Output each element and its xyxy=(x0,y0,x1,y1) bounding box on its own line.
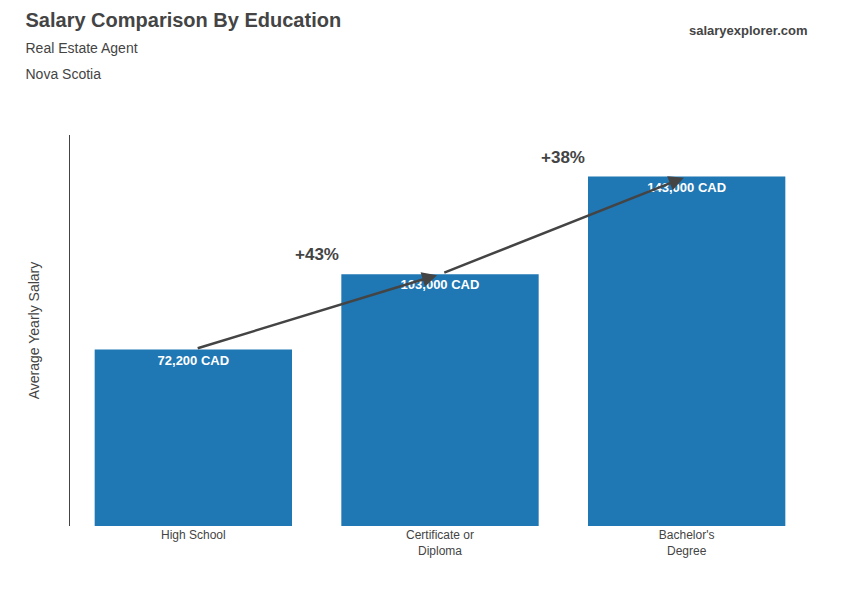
svg-text:Average Yearly Salary: Average Yearly Salary xyxy=(26,262,42,400)
svg-text:+43%: +43% xyxy=(295,245,339,264)
svg-text:143,000 CAD: 143,000 CAD xyxy=(647,180,726,195)
svg-text:Certificate orDiploma: Certificate orDiploma xyxy=(406,528,474,558)
svg-text:Bachelor'sDegree: Bachelor'sDegree xyxy=(659,528,715,558)
svg-text:72,200 CAD: 72,200 CAD xyxy=(158,353,230,368)
svg-text:Salary Comparison By Education: Salary Comparison By EducationReal Estat… xyxy=(26,9,342,82)
svg-text:High School: High School xyxy=(161,528,226,542)
svg-text:salaryexplorer.com: salaryexplorer.com xyxy=(689,23,808,38)
svg-text:103,000 CAD: 103,000 CAD xyxy=(401,277,480,292)
svg-text:+38%: +38% xyxy=(541,148,585,167)
